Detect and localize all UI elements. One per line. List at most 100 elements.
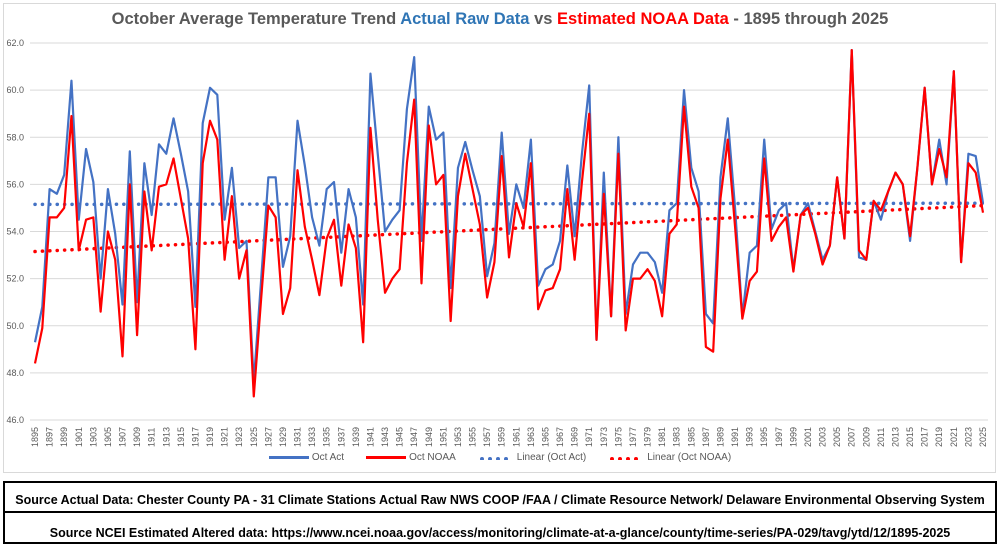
series-lines (33, 48, 985, 398)
x-tick-label: 2007 (847, 427, 857, 447)
x-tick-label: 1941 (365, 427, 375, 447)
x-tick-label: 1921 (220, 427, 230, 447)
x-tick-label: 1945 (395, 427, 405, 447)
x-axis-ticks: 1895 1897 1899 1901 1903 1905 1907 1909 1911 1913… (30, 427, 988, 447)
y-tick-label: 62.0 (6, 38, 24, 48)
x-tick-label: 1957 (482, 427, 492, 447)
legend-label-linear-oct-act: Linear (Oct Act) (516, 452, 587, 463)
x-tick-label: 2017 (920, 427, 930, 447)
x-tick-label: 1937 (336, 427, 346, 447)
x-tick-label: 2003 (818, 427, 828, 447)
x-tick-label: 1943 (380, 427, 390, 447)
x-tick-label: 1951 (438, 427, 448, 447)
x-tick-label: 1903 (88, 427, 98, 447)
source-actual-data: Source Actual Data: Chester County PA - … (5, 483, 995, 513)
x-tick-label: 1905 (103, 427, 113, 447)
source-ncei-data: Source NCEI Estimated Altered data: http… (49, 526, 951, 540)
x-tick-label: 1895 (30, 427, 40, 447)
x-tick-label: 2023 (963, 427, 973, 447)
legend-swatch-linear-oct-noaa (610, 456, 639, 460)
y-tick-label: 56.0 (6, 179, 24, 189)
x-tick-label: 2013 (890, 427, 900, 447)
x-tick-label: 1915 (176, 427, 186, 447)
y-axis-ticks: 46.0 48.0 50.0 52.0 54.0 56.0 58.0 60.0 62.0 (6, 38, 24, 425)
y-tick-label: 46.0 (6, 415, 24, 425)
x-tick-label: 2001 (803, 427, 813, 447)
x-tick-label: 1927 (263, 427, 273, 447)
x-tick-label: 1963 (526, 427, 536, 447)
legend-swatch-oct-act (268, 456, 309, 459)
x-tick-label: 1985 (686, 427, 696, 447)
title-part-1: October Average Temperature Trend (111, 10, 401, 28)
x-tick-label: 1999 (788, 427, 798, 447)
x-tick-label: 1931 (293, 427, 303, 447)
legend-label-linear-oct-noaa: Linear (Oct NOAA) (647, 452, 732, 463)
x-tick-label: 1909 (132, 427, 142, 447)
x-tick-label: 1975 (613, 427, 623, 447)
legend-item-oct-noaa: Oct NOAA (366, 452, 456, 463)
x-tick-label: 1979 (643, 427, 653, 447)
y-tick-label: 60.0 (6, 85, 24, 95)
x-tick-label: 1997 (774, 427, 784, 447)
x-tick-label: 1995 (759, 427, 769, 447)
y-tick-label: 58.0 (6, 132, 24, 142)
x-tick-label: 1983 (672, 427, 682, 447)
legend-swatch-oct-noaa (366, 456, 407, 459)
title-actual-raw-data: Actual Raw Data (400, 10, 530, 28)
legend-item-linear-oct-noaa: Linear (Oct NOAA) (608, 452, 731, 463)
source-box: Source Actual Data: Chester County PA - … (3, 481, 997, 544)
x-tick-label: 2015 (905, 427, 915, 447)
x-tick-label: 1897 (45, 427, 55, 447)
x-tick-label: 1991 (730, 427, 740, 447)
gridlines (30, 42, 988, 421)
y-tick-label: 52.0 (6, 274, 24, 284)
x-tick-label: 1899 (59, 427, 69, 447)
x-tick-label: 1989 (715, 427, 725, 447)
x-tick-label: 1959 (497, 427, 507, 447)
x-tick-label: 1961 (511, 427, 521, 447)
x-tick-label: 1929 (278, 427, 288, 447)
y-tick-label: 50.0 (6, 321, 24, 331)
x-tick-label: 1923 (234, 427, 244, 447)
x-tick-label: 1955 (468, 427, 478, 447)
x-tick-label: 1907 (118, 427, 128, 447)
x-tick-label: 1935 (322, 427, 332, 447)
x-tick-label: 1925 (249, 427, 259, 447)
x-tick-label: 1947 (409, 427, 419, 447)
legend-label-oct-act: Oct Act (311, 452, 345, 463)
x-tick-label: 1933 (307, 427, 317, 447)
x-tick-label: 1977 (628, 427, 638, 447)
x-tick-label: 2009 (861, 427, 871, 447)
x-tick-label: 1969 (570, 427, 580, 447)
x-tick-label: 1911 (147, 428, 157, 447)
legend-item-linear-oct-act: Linear (Oct Act) (478, 452, 586, 463)
x-tick-label: 1913 (161, 427, 171, 447)
legend-item-oct-act: Oct Act (268, 452, 345, 463)
x-tick-label: 1901 (74, 427, 84, 447)
y-tick-label: 48.0 (6, 368, 24, 378)
x-tick-label: 1939 (351, 427, 361, 447)
x-tick-label: 1981 (657, 427, 667, 447)
x-tick-label: 2021 (949, 427, 959, 447)
x-tick-label: 1971 (584, 427, 594, 447)
trendline-linear-oct-act (33, 201, 985, 207)
x-tick-label: 1987 (701, 427, 711, 447)
x-tick-label: 1973 (599, 427, 609, 447)
x-tick-label: 1993 (745, 427, 755, 447)
chart-title: October Average Temperature Trend Actual… (0, 10, 1000, 29)
legend-swatch-linear-oct-act (479, 456, 508, 460)
title-part-3: vs (529, 10, 558, 28)
title-part-5: - 1895 through 2025 (728, 10, 889, 28)
y-tick-label: 54.0 (6, 227, 24, 237)
x-tick-label: 2005 (832, 427, 842, 447)
x-tick-label: 2019 (934, 427, 944, 447)
chart-legend: Oct Act Oct NOAA Linear (Oct Act) Linear… (0, 452, 1000, 463)
x-tick-label: 1967 (555, 427, 565, 447)
x-tick-label: 2011 (876, 428, 886, 447)
x-tick-label: 1949 (424, 427, 434, 447)
title-estimated-noaa-data: Estimated NOAA Data (557, 10, 729, 28)
x-tick-label: 2025 (978, 427, 988, 447)
x-tick-label: 1917 (190, 427, 200, 447)
series-oct-noaa (33, 48, 985, 398)
x-tick-label: 1953 (453, 427, 463, 447)
